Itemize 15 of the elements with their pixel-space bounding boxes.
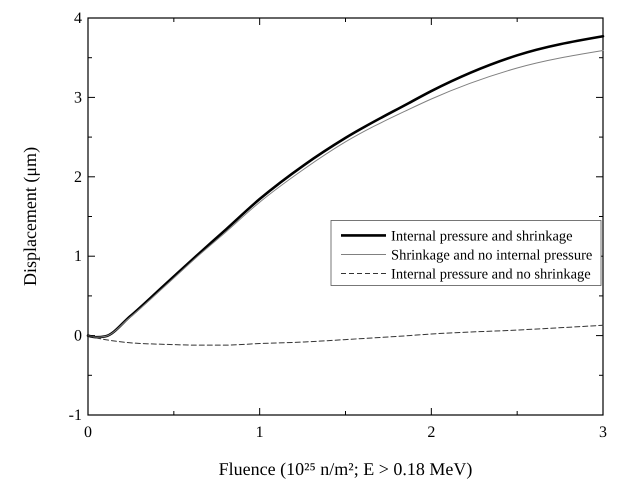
y-tick-label: -1 [68, 407, 82, 424]
x-axis-title: Fluence (10²⁵ n/m²; E > 0.18 MeV) [218, 459, 472, 479]
y-tick-label: 4 [74, 10, 82, 27]
y-axis-title: Displacement (μm) [20, 146, 40, 286]
y-tick-label: 1 [74, 248, 82, 266]
line-series [88, 324, 604, 346]
x-tick-label: 1 [256, 424, 264, 441]
x-tick-label: 3 [599, 424, 607, 441]
legend-label: Internal pressure and shrinkage [391, 228, 573, 244]
y-tick-label: 3 [74, 89, 82, 106]
y-tick-label: 2 [74, 168, 82, 186]
legend-label: Internal pressure and no shrinkage [391, 266, 591, 282]
y-tick-label: 0 [74, 328, 82, 345]
legend-label: Shrinkage and no internal pressure [391, 247, 592, 264]
x-tick-label: 2 [427, 424, 436, 441]
